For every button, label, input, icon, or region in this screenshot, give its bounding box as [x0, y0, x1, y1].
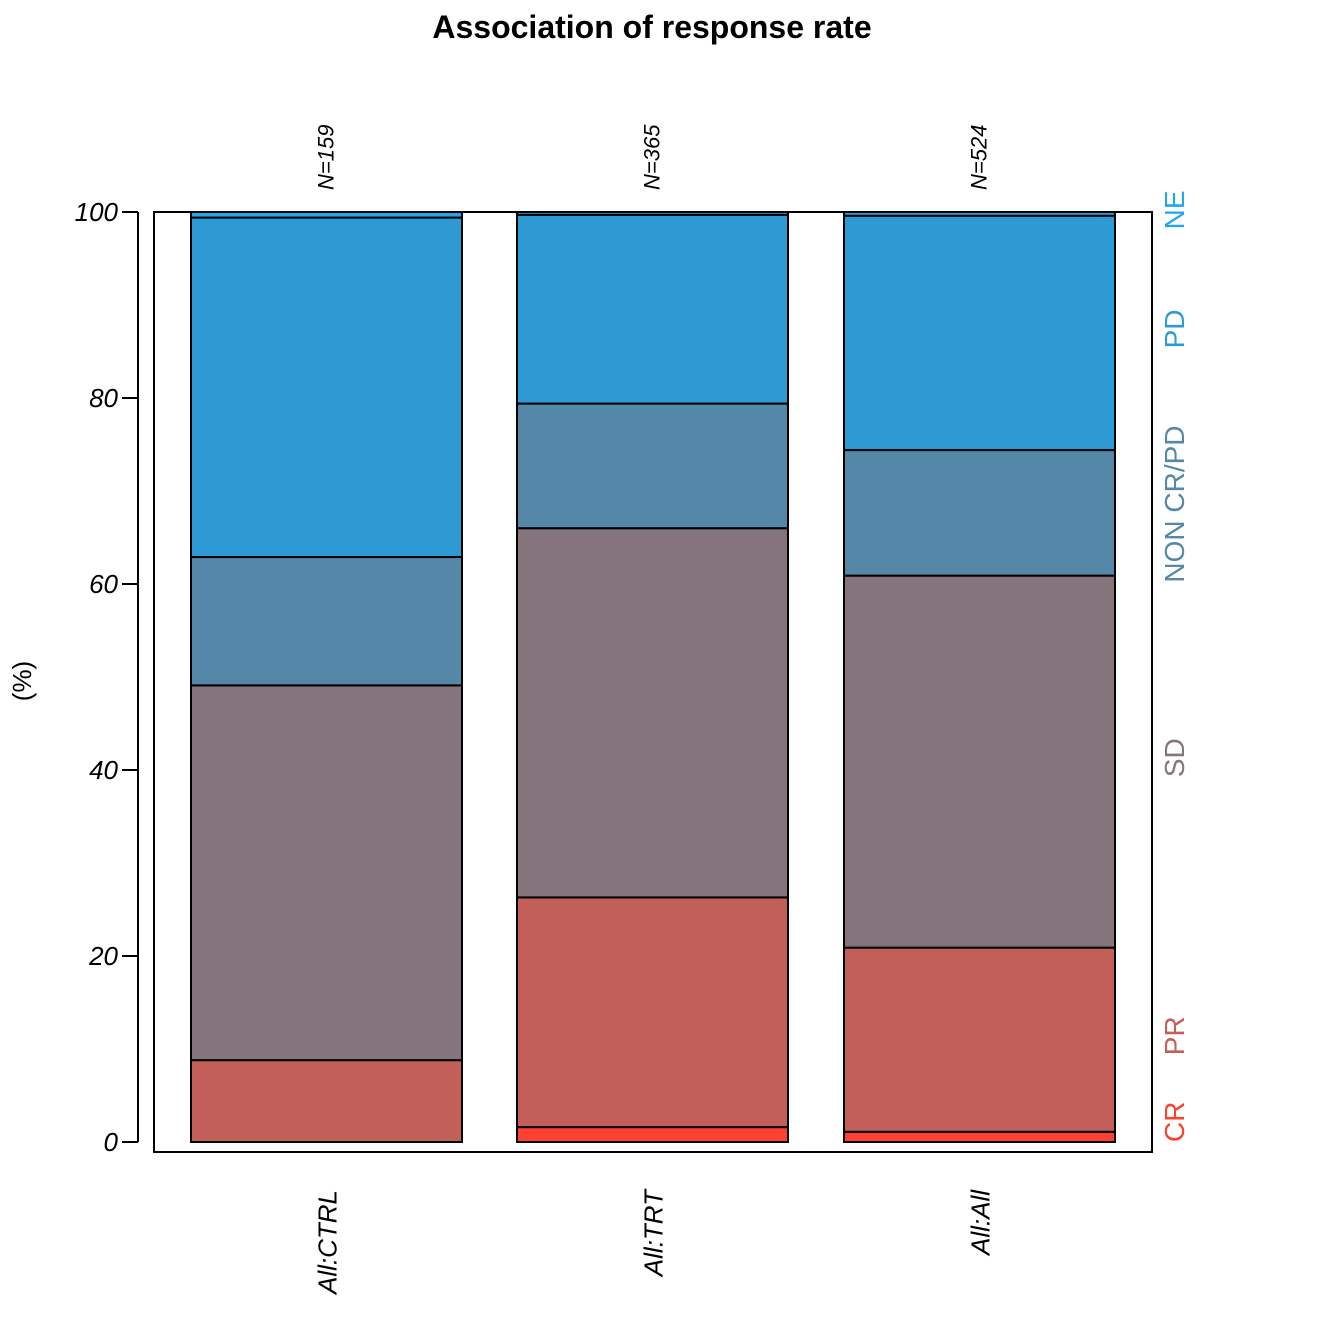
bar-segment-all-all-ne — [843, 211, 1116, 217]
bar-segment-all-trt-cr — [516, 1126, 789, 1143]
bar-segment-all-trt-pd — [516, 213, 789, 405]
bar-segment-all-trt-pr — [516, 896, 789, 1129]
category-labels: All:CTRL All:TRT All:All — [313, 1188, 996, 1296]
legend: CR PR SD NON CR/PD PD NE — [1159, 190, 1190, 1142]
bar-segment-all-ctrl-pr — [190, 1059, 463, 1144]
legend-label-ne: NE — [1159, 190, 1190, 229]
count-label: N=524 — [967, 125, 992, 190]
bar-segment-all-ctrl-pd — [190, 216, 463, 559]
y-tick-label: 40 — [89, 755, 118, 785]
legend-label-non-cr-pd: NON CR/PD — [1159, 425, 1190, 582]
bar-segment-all-all-cr — [843, 1130, 1116, 1144]
legend-label-sd: SD — [1159, 738, 1190, 777]
bar-segment-all-all-non-cr-pd — [843, 449, 1116, 577]
count-label: N=365 — [640, 124, 665, 190]
bar-segment-all-ctrl-ne — [190, 211, 463, 219]
y-axis: 0 20 40 60 80 100 — [75, 197, 139, 1157]
category-label: All:CTRL — [313, 1190, 343, 1296]
bars — [190, 211, 1116, 1144]
bar-segment-all-all-pd — [843, 214, 1116, 452]
y-tick-label: 80 — [89, 383, 118, 413]
bar-segment-all-trt-ne — [516, 211, 789, 216]
y-tick-label: 100 — [75, 197, 119, 227]
y-tick-label: 60 — [89, 569, 118, 599]
count-labels: N=159 N=365 N=524 — [314, 124, 992, 190]
category-label: All:TRT — [639, 1188, 669, 1278]
category-label: All:All — [966, 1189, 996, 1257]
bar-segment-all-ctrl-sd — [190, 684, 463, 1062]
count-label: N=159 — [314, 125, 339, 190]
bar-segment-all-all-sd — [843, 574, 1116, 949]
legend-label-pr: PR — [1159, 1016, 1190, 1055]
y-tick-label: 0 — [104, 1127, 119, 1157]
chart-title: Association of response rate — [432, 9, 871, 45]
legend-label-pd: PD — [1159, 309, 1190, 348]
bar-segment-all-trt-non-cr-pd — [516, 402, 789, 530]
y-axis-label: (%) — [7, 661, 37, 701]
bar-segment-all-trt-sd — [516, 527, 789, 899]
bar-segment-all-ctrl-non-cr-pd — [190, 556, 463, 687]
y-tick-label: 20 — [88, 941, 118, 971]
legend-label-cr: CR — [1159, 1102, 1190, 1142]
bar-segment-all-all-pr — [843, 946, 1116, 1133]
